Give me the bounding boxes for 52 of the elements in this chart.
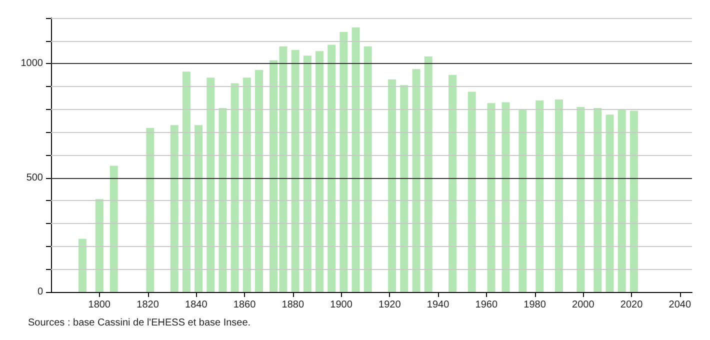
bar [230, 83, 239, 292]
bar [352, 27, 360, 292]
y-tick-label: 500 [26, 172, 44, 184]
x-tick-label: 1820 [136, 300, 160, 310]
x-tick-label: 1880 [282, 300, 304, 310]
source-note: Sources : base Cassini de l'EHESS et base Insee. [28, 318, 251, 328]
bar [110, 166, 118, 292]
bar [630, 110, 638, 292]
x-tick-label: 1980 [524, 300, 546, 310]
bar [518, 109, 527, 292]
bar [412, 69, 420, 292]
x-tick-label: 1920 [378, 300, 402, 310]
bar [576, 107, 585, 292]
bar [448, 74, 457, 292]
bar [487, 103, 496, 292]
y-tick-label: 1000 [20, 58, 44, 70]
bar [182, 72, 190, 292]
x-tick-label: 2000 [572, 300, 595, 310]
x-tick-label: 1960 [475, 300, 498, 310]
x-tick-label: 1840 [185, 300, 208, 310]
bar [315, 51, 324, 292]
bar [78, 238, 86, 292]
x-tick-label: 2040 [668, 300, 692, 310]
bar [400, 85, 408, 292]
bar [606, 114, 614, 292]
bar [303, 56, 312, 292]
bar [170, 125, 178, 292]
x-tick-label: 1860 [233, 300, 256, 310]
y-tick-label: 0 [37, 286, 44, 298]
bar [328, 44, 336, 292]
bar [146, 128, 154, 292]
bar [255, 70, 264, 292]
bar [502, 102, 510, 292]
bar [388, 79, 396, 292]
bar [468, 92, 476, 292]
bar [242, 78, 251, 292]
bar [291, 50, 300, 292]
x-tick-label: 1900 [330, 300, 353, 310]
bar [594, 108, 602, 292]
x-tick-label: 1940 [426, 300, 450, 310]
x-tick-label: 1800 [88, 300, 111, 310]
bar [554, 100, 563, 292]
bar [618, 109, 626, 292]
x-tick-label: 2020 [620, 300, 644, 310]
bar [218, 108, 227, 292]
bar [194, 125, 203, 292]
bar [424, 56, 432, 292]
bar [340, 32, 348, 292]
bar [364, 46, 372, 292]
bar [95, 199, 104, 292]
bar [536, 100, 544, 292]
bar [206, 78, 215, 292]
